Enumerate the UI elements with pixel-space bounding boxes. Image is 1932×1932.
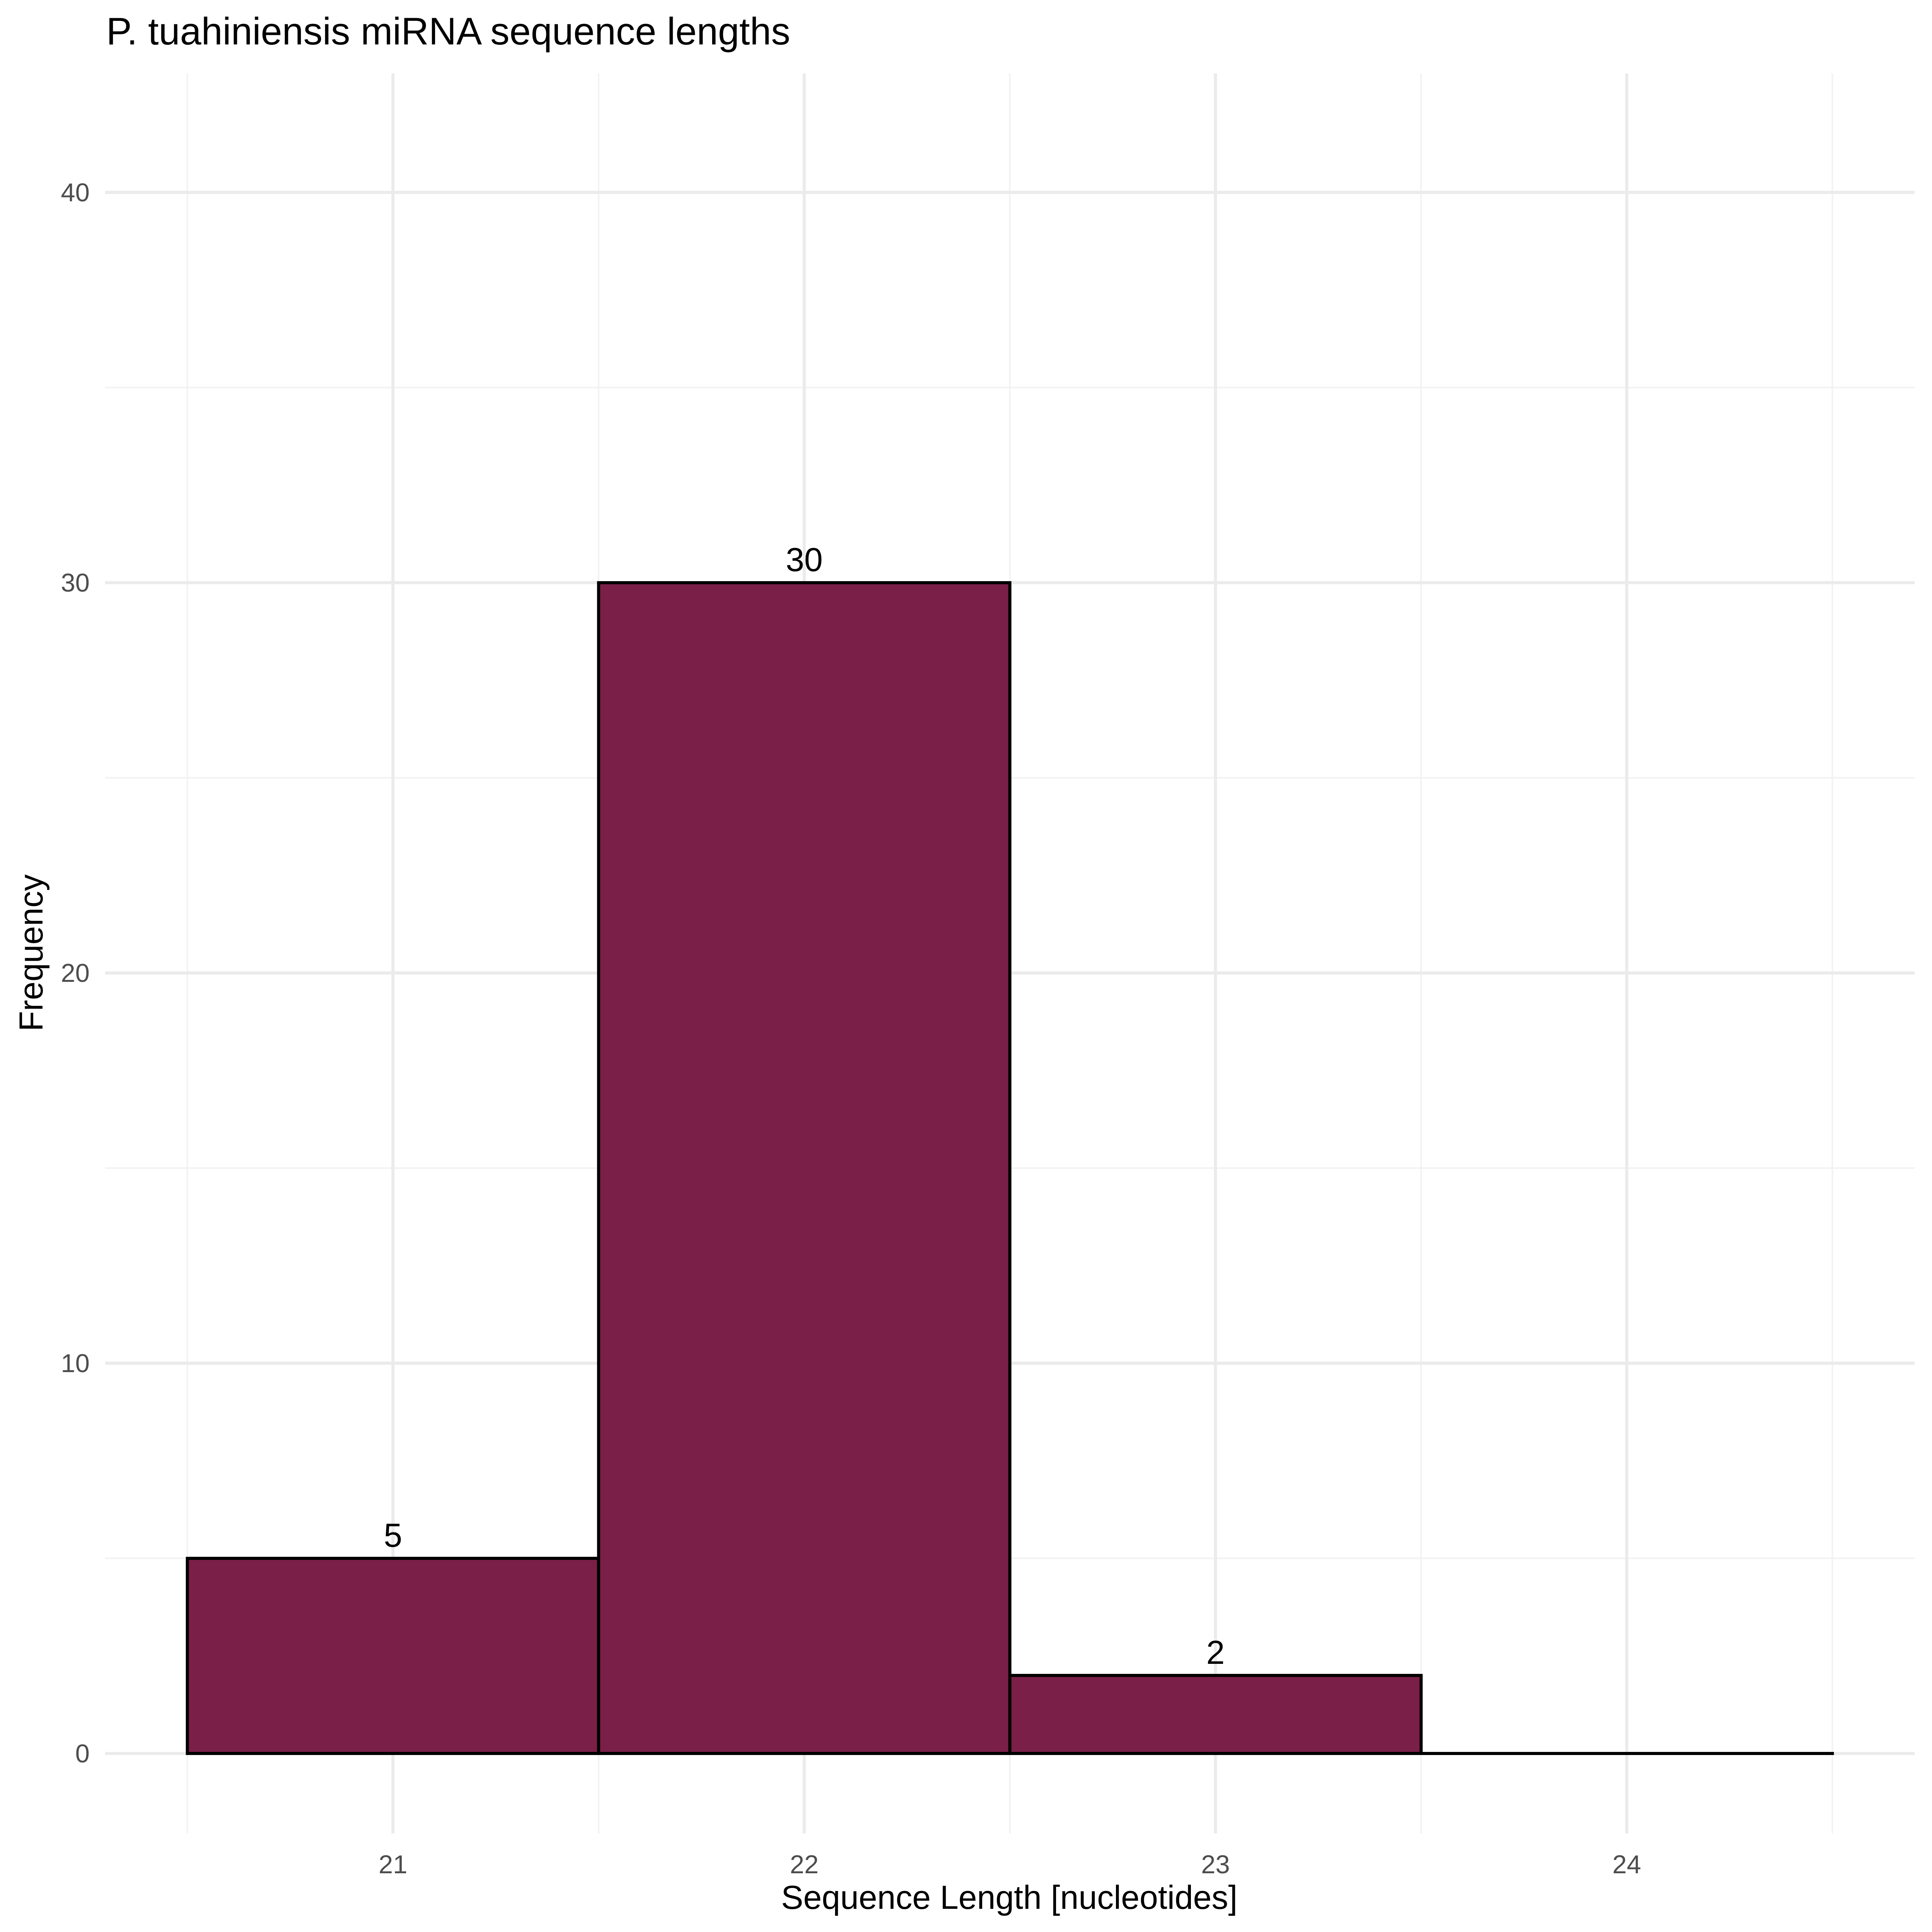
bars-group — [185, 581, 1834, 1755]
data-labels-group: 5 30 2 — [384, 541, 1225, 1671]
x-tick-label: 21 — [379, 1850, 408, 1879]
x-tick-label: 22 — [790, 1850, 819, 1879]
y-axis-label: Frequency — [13, 874, 50, 1031]
x-tick-label: 24 — [1612, 1850, 1641, 1879]
y-tick-label: 30 — [61, 568, 90, 597]
y-tick-label: 10 — [61, 1349, 90, 1378]
bar-value-label: 30 — [786, 541, 823, 578]
y-tick-label: 0 — [75, 1739, 90, 1768]
histogram-bar — [185, 1556, 600, 1755]
histogram-bar — [597, 581, 1012, 1755]
histogram-bar — [1008, 1673, 1423, 1755]
x-axis-label: Sequence Length [nucleotides] — [781, 1879, 1237, 1916]
y-tick-label: 20 — [61, 959, 90, 988]
chart-title: P. tuahiniensis miRNA sequence lengths — [106, 10, 790, 53]
y-tick-label: 40 — [61, 178, 90, 207]
bar-value-label: 5 — [384, 1517, 402, 1554]
y-axis-ticks: 0 10 20 30 40 — [61, 178, 90, 1768]
x-axis-ticks: 21 22 23 24 — [379, 1850, 1641, 1879]
x-tick-label: 23 — [1201, 1850, 1230, 1879]
bar-value-label: 2 — [1206, 1634, 1225, 1671]
